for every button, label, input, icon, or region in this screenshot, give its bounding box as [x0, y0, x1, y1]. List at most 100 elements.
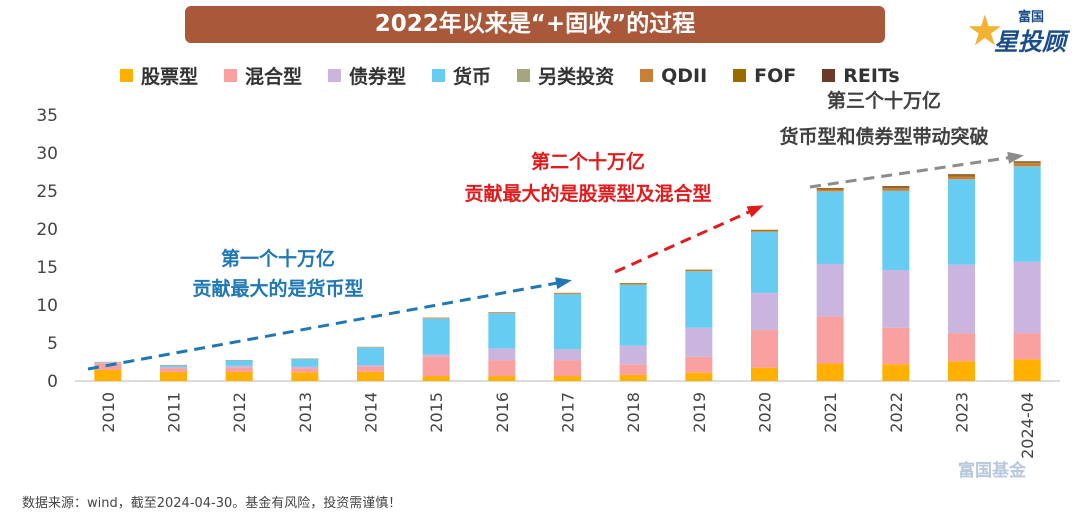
- trend-arrow-2-head: [746, 205, 764, 218]
- bar-segment: [554, 360, 581, 377]
- bar-segment: [160, 371, 187, 381]
- legend-swatch: [224, 69, 238, 82]
- legend-swatch: [733, 69, 747, 82]
- bar-segment: [882, 364, 910, 381]
- bar-segment: [160, 368, 187, 372]
- watermark: 富国基金: [958, 461, 1026, 481]
- y-tick-label: 10: [36, 296, 58, 316]
- legend-label: 混合型: [245, 66, 303, 88]
- bar-segment: [1013, 333, 1041, 360]
- legend-swatch: [120, 69, 133, 82]
- bar-segment: [882, 186, 910, 189]
- x-tick-label: 2010: [99, 392, 118, 433]
- y-tick-label: 5: [47, 334, 58, 354]
- legend-label: 另类投资: [538, 66, 615, 88]
- bar-segment: [816, 191, 844, 264]
- legend-label: REITs: [843, 64, 900, 87]
- bar-segment: [225, 365, 253, 368]
- bar-segment: [291, 368, 319, 373]
- bar-segment: [882, 188, 910, 191]
- bar-segment: [948, 176, 975, 180]
- legend-label: 债券型: [349, 66, 407, 88]
- bar-segment: [751, 330, 778, 368]
- bar-segment: [1013, 359, 1041, 381]
- bar-segment: [751, 230, 778, 232]
- y-tick-label: 15: [36, 258, 58, 278]
- legend: 股票型 混合型 债券型 货币 另类投资 QDII FOF REITs: [120, 62, 900, 89]
- legend-swatch: [328, 69, 342, 82]
- bar-segment: [488, 313, 516, 349]
- bar-segment: [422, 356, 450, 377]
- bar-segment: [751, 232, 778, 293]
- bar-segment: [619, 364, 647, 375]
- x-tick-label: 2012: [230, 392, 249, 433]
- legend-label: FOF: [754, 64, 797, 87]
- logo-line2: 星投顾: [994, 28, 1066, 56]
- trend-arrow-2: [614, 205, 761, 274]
- legend-item: REITs: [822, 62, 900, 89]
- annotation-text: 货币型和债券型带动突破: [779, 125, 988, 148]
- y-tick-label: 0: [47, 372, 58, 392]
- bar-segment: [816, 188, 844, 190]
- bar-segment: [291, 372, 319, 381]
- bar-segment: [619, 345, 647, 365]
- legend-swatch: [640, 69, 654, 82]
- bar-segment: [816, 189, 844, 192]
- trend-arrow-1: [87, 279, 569, 371]
- bar-segment: [882, 270, 910, 328]
- bar-segment: [948, 174, 975, 176]
- bar-segment: [488, 360, 516, 377]
- bar-segment: [882, 191, 910, 271]
- bar-segment: [554, 349, 581, 361]
- bar-segment: [94, 369, 122, 381]
- bar-segment: [554, 376, 581, 381]
- bar-segment: [685, 269, 713, 271]
- y-tick-label: 20: [36, 220, 58, 240]
- annotation-heading: 第一个十万亿: [221, 247, 335, 270]
- annotation-heading: 第二个十万亿: [531, 150, 645, 173]
- x-tick-label: 2019: [690, 392, 709, 433]
- bar-segment: [422, 354, 450, 357]
- bar-segment: [816, 363, 844, 381]
- x-tick-label: 2014: [362, 392, 381, 433]
- bar-segment: [619, 374, 647, 381]
- trend-arrow-3-head: [1007, 151, 1024, 164]
- bar-segment: [685, 327, 713, 357]
- logo-line1: 富国: [1017, 10, 1044, 25]
- trend-arrow-1-head: [555, 277, 572, 290]
- y-tick-label: 30: [36, 144, 58, 164]
- bar-segment: [1013, 163, 1041, 167]
- x-tick-label: 2016: [493, 392, 512, 433]
- legend-label: QDII: [661, 64, 708, 87]
- bar-segment: [948, 175, 975, 177]
- bar-segment: [751, 229, 778, 231]
- bar-segment: [488, 348, 516, 361]
- bar-segment: [160, 365, 187, 367]
- x-tick-label: 2021: [821, 392, 840, 433]
- legend-item: 股票型: [120, 62, 198, 89]
- bar-segment: [816, 263, 844, 317]
- bar-segment: [357, 365, 384, 367]
- x-tick-label: 2013: [296, 392, 315, 433]
- bar-segment: [619, 283, 647, 285]
- legend-label: 股票型: [141, 66, 199, 88]
- trend-arrow-3: [809, 154, 1021, 189]
- x-tick-label: 2020: [756, 392, 775, 433]
- annotation-text: 贡献最大的是货币型: [192, 277, 363, 300]
- x-tick-label: 2018: [624, 392, 643, 433]
- x-tick-label: 2022: [887, 392, 906, 433]
- y-tick-label: 25: [36, 182, 58, 202]
- legend-item: 债券型: [328, 62, 406, 89]
- bar-segment: [816, 316, 844, 364]
- legend-item: QDII: [640, 62, 707, 89]
- annotation-heading: 第三个十万亿: [827, 89, 941, 112]
- bar-segment: [685, 271, 713, 328]
- bar-segment: [882, 186, 910, 187]
- x-tick-label: 2024-04: [1018, 392, 1037, 459]
- legend-swatch: [432, 69, 446, 82]
- bar-segment: [291, 358, 319, 367]
- star-icon: ★: [966, 6, 1004, 55]
- bar-segment: [357, 347, 384, 366]
- annotation-text: 贡献最大的是股票型及混合型: [464, 182, 711, 205]
